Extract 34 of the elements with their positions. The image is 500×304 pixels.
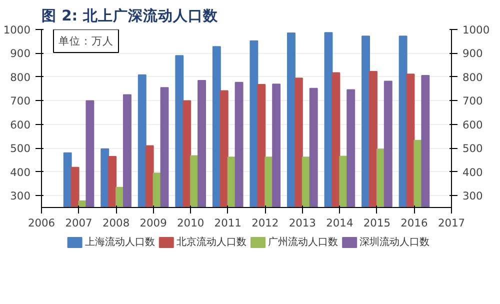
x-tick-label: 2017 xyxy=(438,216,466,230)
y2-tick-label: 1000 xyxy=(462,24,490,36)
y-tick-label: 700 xyxy=(10,94,31,108)
y2-tick-label: 700 xyxy=(462,94,484,108)
x-tick-label: 2015 xyxy=(363,216,391,230)
y2-tick-label: 800 xyxy=(462,70,484,84)
annotation: 单位：万人 xyxy=(58,34,114,48)
y-tick-label: 600 xyxy=(10,118,31,132)
x-tick-label: 2014 xyxy=(326,216,354,230)
legend-label: 深圳流动人口数 xyxy=(360,236,430,248)
y2-tick-label: 500 xyxy=(462,142,484,156)
y-tick-label: 300 xyxy=(10,190,31,203)
y-tick-label: 800 xyxy=(10,70,31,84)
y-tick-label: 400 xyxy=(10,166,31,179)
y2-tick-label: 400 xyxy=(462,166,484,179)
x-tick-label: 2011 xyxy=(214,216,242,230)
y-tick-label: 500 xyxy=(10,142,31,156)
legend-label: 广州流动人口数 xyxy=(268,236,338,248)
chart-title: 图 2: 北上广深流动人口数 xyxy=(42,6,219,24)
x-tick-label: 2007 xyxy=(65,216,92,230)
x-tick-label: 2013 xyxy=(288,216,316,230)
x-tick-label: 2010 xyxy=(177,216,204,230)
legend-label: 北京流动人口数 xyxy=(176,236,246,248)
x-tick-label: 2009 xyxy=(140,216,168,230)
y-tick-label: 1000 xyxy=(3,24,31,36)
x-tick-label: 2006 xyxy=(28,216,56,230)
y-tick-label: 900 xyxy=(10,47,31,60)
x-tick-label: 2012 xyxy=(252,216,279,230)
x-tick-label: 2008 xyxy=(102,216,130,230)
x-tick-label: 2016 xyxy=(400,216,428,230)
y2-tick-label: 900 xyxy=(462,47,484,60)
y2-tick-label: 300 xyxy=(462,190,484,203)
legend-label: 上海流动人口数 xyxy=(84,236,155,248)
y2-tick-label: 600 xyxy=(462,118,484,132)
